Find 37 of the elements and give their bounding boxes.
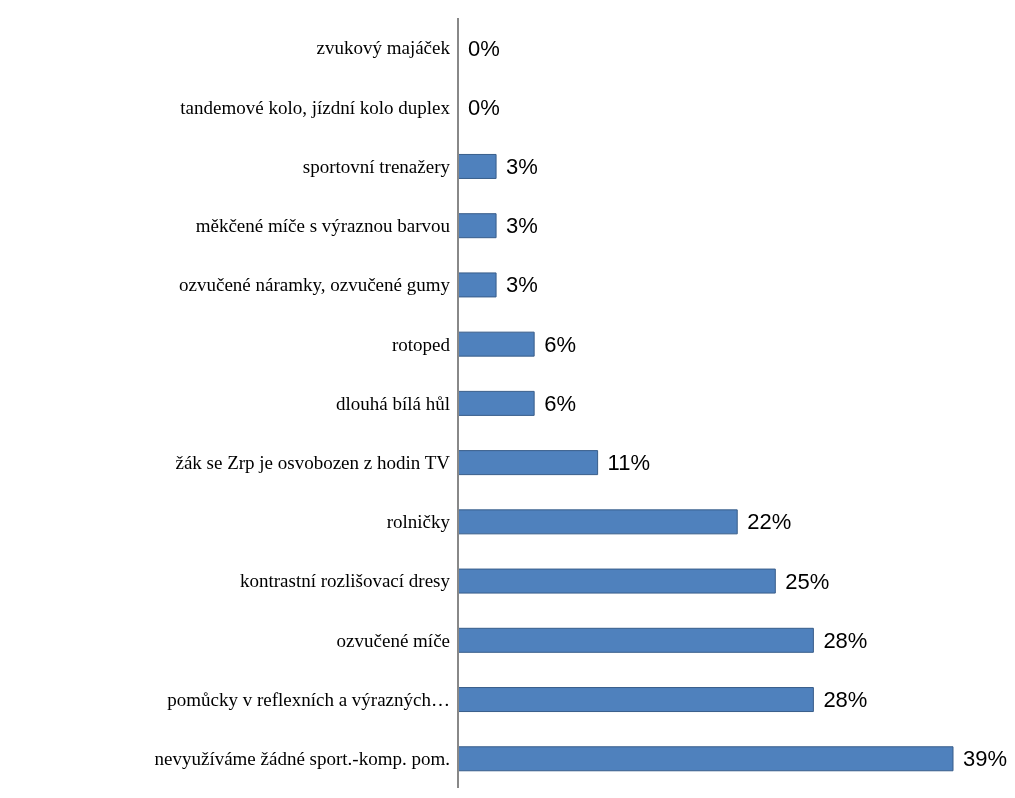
data-label: 28%: [823, 627, 868, 653]
data-label: 6%: [544, 390, 576, 416]
data-label: 39%: [963, 746, 1008, 772]
data-label: 0%: [468, 35, 500, 61]
y-tick-label: žák se Zrp je osvobozen z hodin TV: [175, 451, 451, 473]
y-tick-label: pomůcky v reflexních a výrazných…: [167, 688, 450, 710]
y-tick-label: dlouhá bílá hůl: [336, 392, 450, 414]
data-label: 28%: [823, 687, 868, 713]
bar: [457, 687, 814, 713]
y-tick-label: ozvučené náramky, ozvučené gumy: [179, 274, 451, 296]
data-label: 25%: [785, 568, 830, 594]
bar: [457, 627, 814, 653]
bar: [457, 213, 497, 239]
y-tick-label: měkčené míče s výraznou barvou: [195, 215, 451, 237]
data-label: 3%: [506, 153, 538, 179]
bar: [457, 331, 535, 357]
data-label: 6%: [544, 331, 576, 357]
bar: [457, 509, 738, 535]
y-tick-label: kontrastní rozlišovací dresy: [239, 570, 451, 592]
bar: [457, 746, 954, 772]
y-tick-label: sportovní trenažery: [302, 155, 451, 177]
bar: [457, 390, 535, 416]
y-tick-label: ozvučené míče: [336, 629, 450, 651]
data-label: 11%: [607, 450, 651, 476]
y-tick-label: rotoped: [391, 333, 451, 355]
data-label: 0%: [468, 94, 500, 120]
y-tick-label: zvukový majáček: [316, 37, 451, 59]
y-tick-label: nevyužíváme žádné sport.-komp. pom.: [154, 748, 450, 770]
y-tick-label: rolničky: [386, 511, 451, 533]
bar: [457, 272, 497, 298]
data-label: 3%: [506, 272, 538, 298]
bar: [457, 568, 776, 594]
y-tick-label: tandemové kolo, jízdní kolo duplex: [180, 96, 451, 118]
bar: [457, 153, 497, 179]
bar: [457, 450, 599, 476]
data-label: 3%: [506, 213, 538, 239]
data-label: 22%: [747, 509, 792, 535]
